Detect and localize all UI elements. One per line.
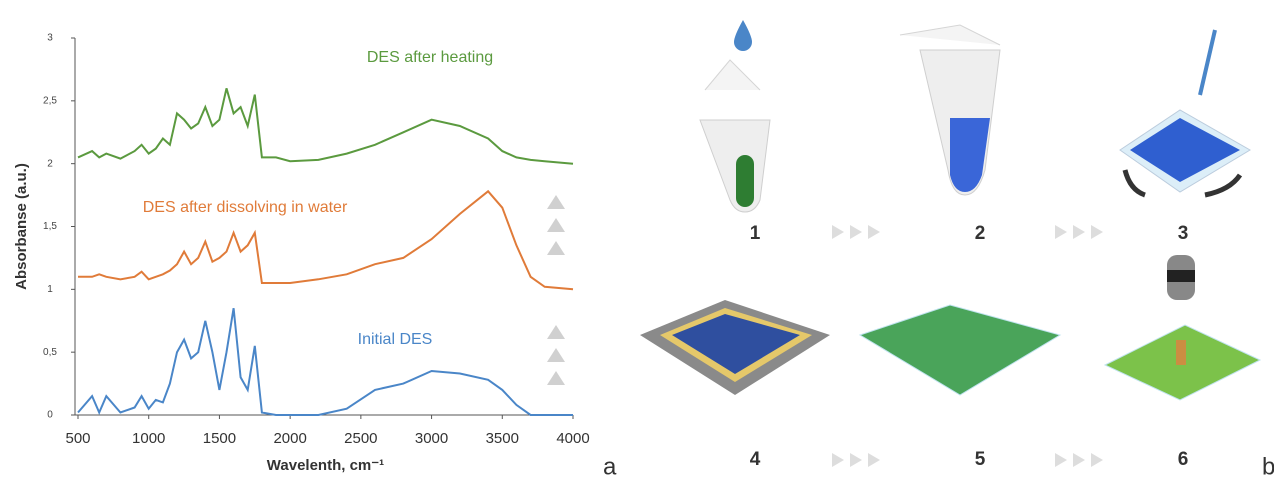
x-tick-label: 500: [65, 430, 90, 447]
step-label: 6: [1178, 449, 1189, 470]
step-label: 2: [975, 223, 986, 244]
diagram: [640, 20, 1260, 467]
annotation: Initial DES: [358, 331, 433, 348]
y-tick-label: 3: [47, 33, 53, 44]
step-label: 4: [750, 449, 761, 470]
panel-label: b: [1262, 453, 1274, 480]
x-tick-label: 2500: [344, 430, 377, 447]
figure: 1 2 3 4 5 6 a b 00,511,522,5350010001500…: [0, 0, 1274, 483]
x-tick-label: 2000: [273, 430, 306, 447]
x-tick-label: 4000: [556, 430, 589, 447]
y-tick-label: 0: [47, 410, 53, 421]
y-tick-label: 2: [47, 158, 53, 169]
y-tick-label: 1: [47, 284, 53, 295]
y-tick-label: 1,5: [43, 221, 57, 232]
x-tick-label: 1500: [203, 430, 236, 447]
x-tick-label: 1000: [132, 430, 165, 447]
step-label: 5: [975, 449, 986, 470]
y-tick-label: 2,5: [43, 95, 57, 106]
arrows-up: [547, 195, 565, 385]
x-axis-label: Wavelenth, cm⁻¹: [267, 457, 384, 474]
step-label: 3: [1178, 223, 1189, 244]
panel-label: a: [603, 453, 617, 480]
x-tick-label: 3500: [486, 430, 519, 447]
series-line: [78, 88, 573, 163]
annotation: DES after dissolving in water: [143, 199, 348, 216]
x-tick-label: 3000: [415, 430, 448, 447]
annotation: DES after heating: [367, 49, 493, 66]
y-axis-label: Absorbanse (a.u.): [13, 163, 30, 290]
y-tick-label: 0,5: [43, 347, 57, 358]
step-label: 1: [750, 223, 761, 244]
series-line: [78, 308, 573, 415]
